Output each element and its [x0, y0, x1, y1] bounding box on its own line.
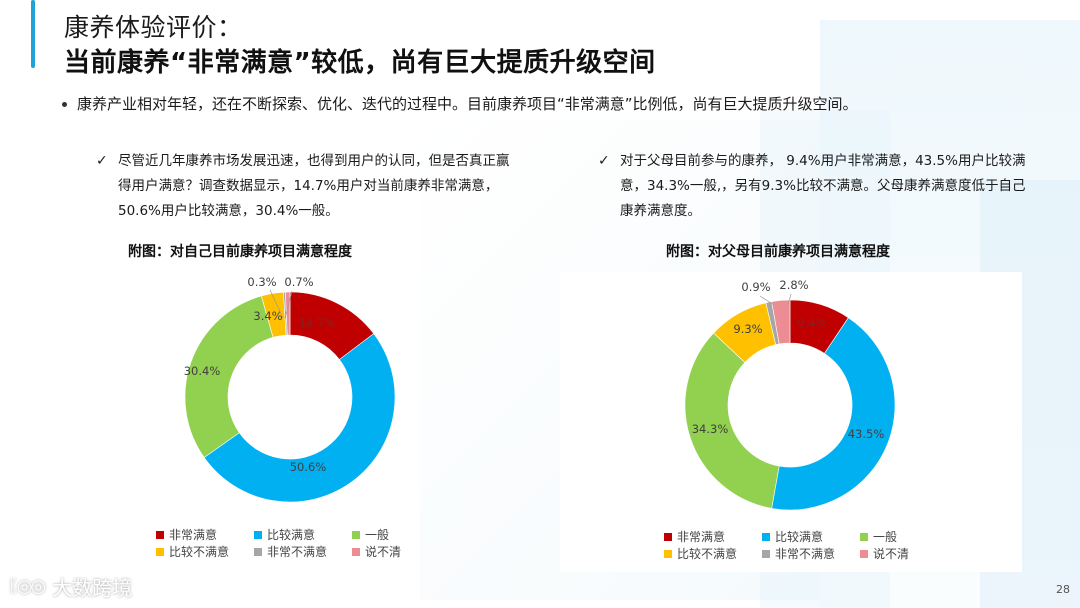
data-label: 9.4%	[797, 316, 826, 330]
legend-item: 说不清	[860, 545, 958, 562]
legend-item: 比较满意	[762, 528, 860, 545]
legend-item: 比较满意	[254, 526, 352, 543]
legend-item: 一般	[860, 528, 958, 545]
page-number: 28	[1056, 583, 1070, 596]
legend-swatch-icon	[762, 549, 770, 558]
donut-slice	[771, 317, 896, 511]
right-note: ✓ 对于父母目前参与的康养， 9.4%用户非常满意，43.5%用户比较满意，34…	[598, 149, 1030, 224]
legend-item: 非常满意	[156, 526, 254, 543]
page-title-line1: 康养体验评价：	[64, 13, 243, 42]
data-label: 50.6%	[290, 460, 327, 474]
legend-swatch-icon	[254, 547, 262, 556]
data-label: 34.3%	[692, 422, 729, 436]
summary-text: 康养产业相对年轻，还在不断探索、优化、迭代的过程中。目前康养项目“非常满意”比例…	[77, 95, 858, 113]
left-note-text: 尽管近几年康养市场发展迅速，也得到用户的认同，但是否真正赢得用户满意？调查数据显…	[118, 153, 510, 219]
legend-swatch-icon	[352, 547, 360, 556]
data-label: 0.7%	[284, 275, 313, 289]
chart-title-self: 附图：对自己目前康养项目满意程度	[128, 244, 352, 260]
bullet-dot-icon	[62, 102, 67, 107]
legend-self: 非常满意 比较满意 一般 比较不满意 非常不满意 说不清	[156, 526, 450, 560]
legend-item: 比较不满意	[156, 543, 254, 560]
data-label: 43.5%	[848, 427, 885, 441]
legend-item: 非常不满意	[762, 545, 860, 562]
data-label: 14.7%	[299, 316, 336, 330]
legend-swatch-icon	[860, 532, 868, 541]
donut-slice	[684, 332, 780, 509]
legend-swatch-icon	[664, 532, 672, 541]
donut-slice	[203, 333, 396, 503]
legend-item: 非常不满意	[254, 543, 352, 560]
legend-swatch-icon	[352, 530, 360, 539]
legend-swatch-icon	[860, 549, 868, 558]
left-note: ✓ 尽管近几年康养市场发展迅速，也得到用户的认同，但是否真正赢得用户满意？调查数…	[96, 149, 518, 224]
data-label: 30.4%	[184, 364, 221, 378]
legend-item: 非常满意	[664, 528, 762, 545]
legend-swatch-icon	[156, 530, 164, 539]
logo-mark-icon: ᛕ◎◎	[8, 576, 46, 597]
legend-item: 说不清	[352, 543, 450, 560]
data-label: 9.3%	[733, 322, 762, 336]
legend-swatch-icon	[156, 547, 164, 556]
right-note-text: 对于父母目前参与的康养， 9.4%用户非常满意，43.5%用户比较满意，34.3…	[620, 153, 1026, 219]
legend-swatch-icon	[762, 532, 770, 541]
legend-item: 一般	[352, 526, 450, 543]
chart-title-parents: 附图：对父母目前康养项目满意程度	[666, 244, 890, 260]
title-accent-bar	[31, 0, 35, 68]
data-label: 3.4%	[253, 309, 282, 323]
data-label: 2.8%	[779, 278, 808, 292]
legend-swatch-icon	[664, 549, 672, 558]
summary-bullet: 康养产业相对年轻，还在不断探索、优化、迭代的过程中。目前康养项目“非常满意”比例…	[62, 93, 858, 114]
brand-logo: ᛕ◎◎ 大数跨境	[8, 572, 132, 601]
check-icon: ✓	[96, 153, 108, 169]
legend-swatch-icon	[254, 530, 262, 539]
data-label: 0.9%	[741, 280, 770, 294]
legend-item: 比较不满意	[664, 545, 762, 562]
data-label: 0.3%	[247, 275, 276, 289]
legend-parents: 非常满意 比较满意 一般 比较不满意 非常不满意 说不清	[664, 528, 958, 562]
donut-slice	[184, 295, 274, 458]
donut-slice	[771, 299, 791, 345]
logo-text: 大数跨境	[52, 576, 133, 600]
page-title-line2: 当前康养“非常满意”较低，尚有巨大提质升级空间	[64, 48, 656, 78]
check-icon: ✓	[598, 153, 610, 169]
